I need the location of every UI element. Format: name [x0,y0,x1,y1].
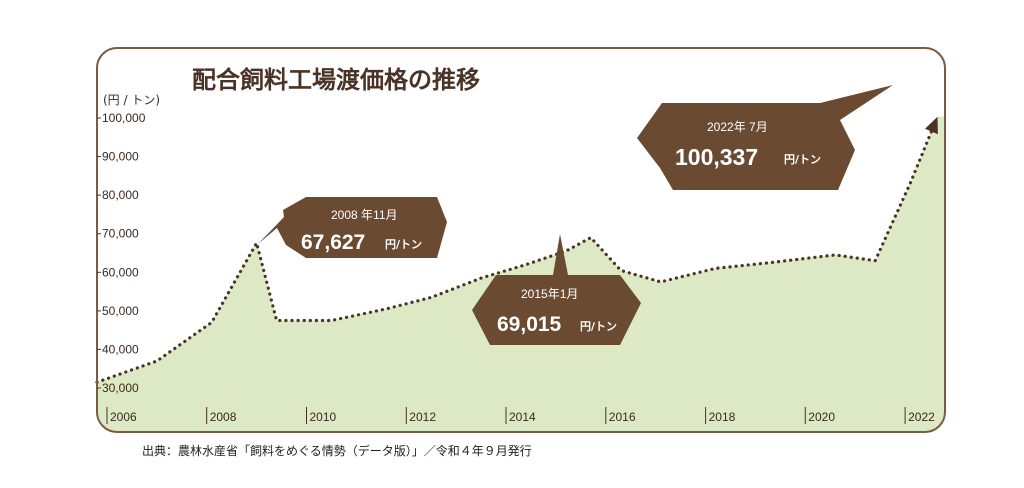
chart-title: 配合飼料工場渡価格の推移 [192,66,480,94]
annotation-2015-unit: 円/トン [580,320,617,333]
x-tick-label: 2022 [908,410,935,424]
annotation-2015: 2015年1月 69,015 円/トン [472,234,641,345]
series-arrowhead [925,116,938,135]
y-tick-label: 60,000 [102,265,139,279]
y-tick-label: 70,000 [102,227,139,241]
x-tick-label: 2020 [808,410,835,424]
annotation-2022-date: 2022年 7月 [707,120,768,134]
annotation-2022-tag [637,85,893,190]
area-fill [97,116,945,432]
annotation-2015-date: 2015年1月 [521,287,578,301]
annotation-2022-unit: 円/トン [784,153,821,166]
annotation-2008-tag [258,197,447,258]
annotation-2008-unit: 円/トン [385,238,422,251]
x-tick-label: 2010 [310,410,337,424]
annotation-2008-date: 2008 年11月 [331,208,398,222]
x-tick-label: 2006 [110,410,137,424]
annotation-2008-value: 67,627 [301,231,365,254]
annotation-2022-value: 100,337 [675,144,758,170]
y-tick-label: 90,000 [102,150,139,164]
annotation-2008: 2008 年11月 67,627 円/トン [258,197,447,258]
x-tick-label: 2014 [509,410,536,424]
annotation-2022: 2022年 7月 100,337 円/トン [637,85,893,190]
y-tick-label: 40,000 [102,342,139,356]
y-axis-unit-label: (円 / トン) [103,93,160,107]
y-tick-label: 50,000 [102,304,139,318]
y-tick-label: 80,000 [102,188,139,202]
series-line [95,115,940,384]
y-tick-label: 100,000 [102,111,146,125]
annotation-2015-tag [472,234,641,345]
source-note: 出典：農林水産省「飼料をめぐる情勢（データ版）」／令和４年９月発行 [142,444,532,458]
x-tick-label: 2012 [409,410,436,424]
x-tick-label: 2008 [210,410,237,424]
x-tick-label: 2016 [609,410,636,424]
chart-frame [96,47,946,433]
y-tick-label: 30,000 [102,381,139,395]
annotation-2015-value: 69,015 [497,313,562,336]
x-tick-label: 2018 [709,410,736,424]
